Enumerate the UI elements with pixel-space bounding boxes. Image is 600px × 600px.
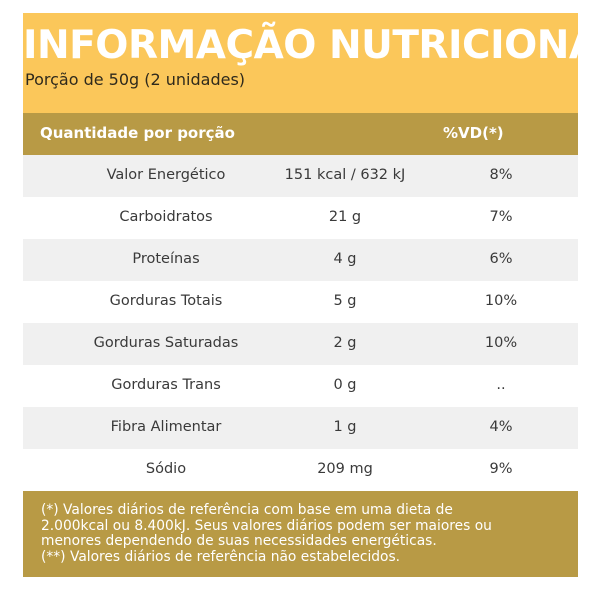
nutrition-header: INFORMAÇÃO NUTRICIONAL Porção de 50g (2 … [23,13,600,113]
nutrient-amount: 209 mg [317,461,373,477]
nutrient-amount: 2 g [333,335,357,351]
nutrient-daily-value: 4% [489,419,513,435]
table-row: Carboidratos 21 g 7% [23,197,578,239]
nutrient-name: Valor Energético [106,167,226,183]
footnote-text: (*) Valores diários de referência com ba… [41,502,492,565]
nutrient-name: Sódio [145,461,187,477]
nutrient-daily-value: 8% [489,167,513,183]
nutrient-daily-value: 6% [489,251,513,267]
table-row: Sódio 209 mg 9% [23,449,578,491]
column-header-quantity: Quantidade por porção [40,124,235,142]
page-title: INFORMAÇÃO NUTRICIONAL [23,23,600,68]
nutrient-amount: 1 g [333,419,357,435]
nutrient-daily-value: 10% [484,293,518,309]
nutrient-name: Gorduras Saturadas [93,335,239,351]
table-row: Valor Energético 151 kcal / 632 kJ 8% [23,155,578,197]
nutrient-daily-value: .. [496,377,506,393]
footnote-line: menores dependendo de suas necessidades … [41,533,437,549]
portion-size: Porção de 50g (2 unidades) [25,70,246,89]
nutrient-amount: 151 kcal / 632 kJ [284,167,406,183]
nutrient-daily-value: 7% [489,209,513,225]
nutrient-amount: 5 g [333,293,357,309]
footnote-line: (*) Valores diários de referência com ba… [41,502,453,518]
footnotes: (*) Valores diários de referência com ba… [23,491,578,577]
table-row: Fibra Alimentar 1 g 4% [23,407,578,449]
nutrient-amount: 0 g [333,377,357,393]
nutrient-amount: 21 g [328,209,362,225]
nutrient-daily-value: 10% [484,335,518,351]
nutrient-name: Gorduras Trans [111,377,221,393]
table-row: Gorduras Totais 5 g 10% [23,281,578,323]
footnote-line: (**) Valores diários de referência não e… [41,548,401,565]
nutrient-name: Carboidratos [119,209,213,225]
footnote-line: 2.000kcal ou 8.400kJ. Seus valores diári… [41,517,492,534]
nutrient-amount: 4 g [333,251,357,267]
table-row: Proteínas 4 g 6% [23,239,578,281]
nutrient-name: Fibra Alimentar [110,419,222,435]
nutrient-name: Gorduras Totais [109,293,223,309]
nutrient-daily-value: 9% [489,461,513,477]
table-row: Gorduras Saturadas 2 g 10% [23,323,578,365]
nutrition-facts-panel: INFORMAÇÃO NUTRICIONAL Porção de 50g (2 … [23,13,600,581]
column-header-daily-value: %VD(*) [443,124,504,142]
table-row: Gorduras Trans 0 g .. [23,365,578,407]
table-header: Quantidade por porção %VD(*) [23,113,578,155]
nutrient-name: Proteínas [132,251,200,267]
